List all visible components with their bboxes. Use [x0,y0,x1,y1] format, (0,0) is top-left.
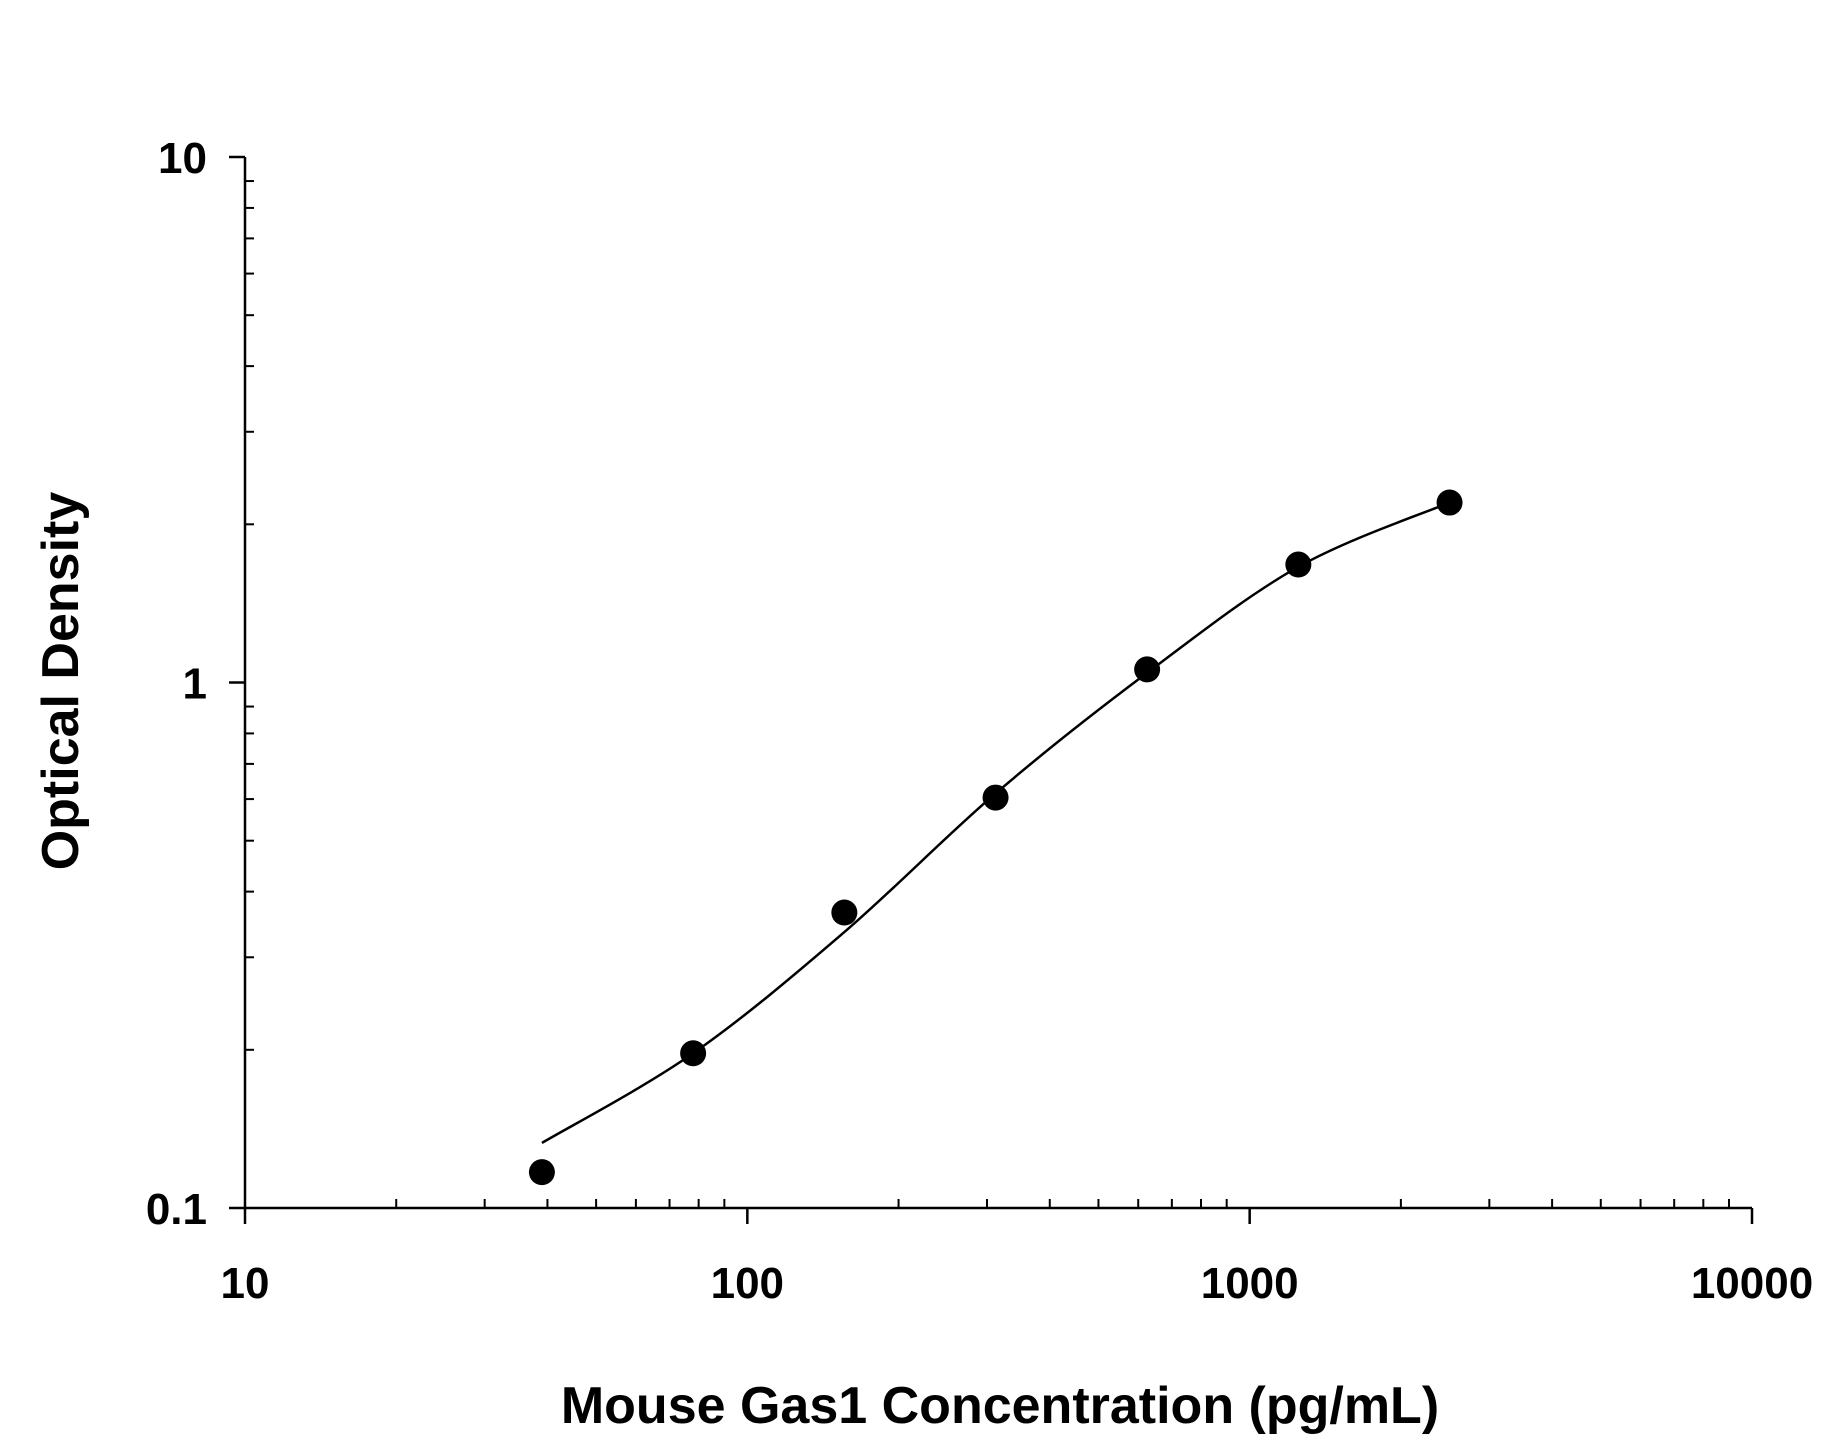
minor-ticks [245,180,1731,1208]
x-tick-label: 10000 [1691,1259,1813,1308]
y-tick-label: 10 [158,134,207,183]
x-tick-labels: 10 100 1000 10000 [221,1259,1814,1308]
y-tick-label: 0.1 [146,1185,207,1234]
x-axis-title: Mouse Gas1 Concentration (pg/mL) [561,1377,1439,1435]
y-tick-label: 1 [183,660,207,709]
x-tick-label: 1000 [1201,1259,1299,1308]
x-tick-label: 10 [221,1259,270,1308]
fit-curve [541,501,1451,1144]
data-point [1285,551,1312,578]
data-point [1134,656,1161,683]
x-tick-label: 100 [711,1259,784,1308]
data-point [528,1159,555,1186]
data-point [831,899,858,926]
y-tick-labels: 0.1 1 10 [146,134,207,1234]
data-point [1436,489,1463,516]
data-point [982,784,1009,811]
y-axis-title: Optical Density [32,492,90,871]
data-point [680,1040,707,1067]
major-ticks [229,155,1754,1224]
data-points [528,489,1463,1186]
